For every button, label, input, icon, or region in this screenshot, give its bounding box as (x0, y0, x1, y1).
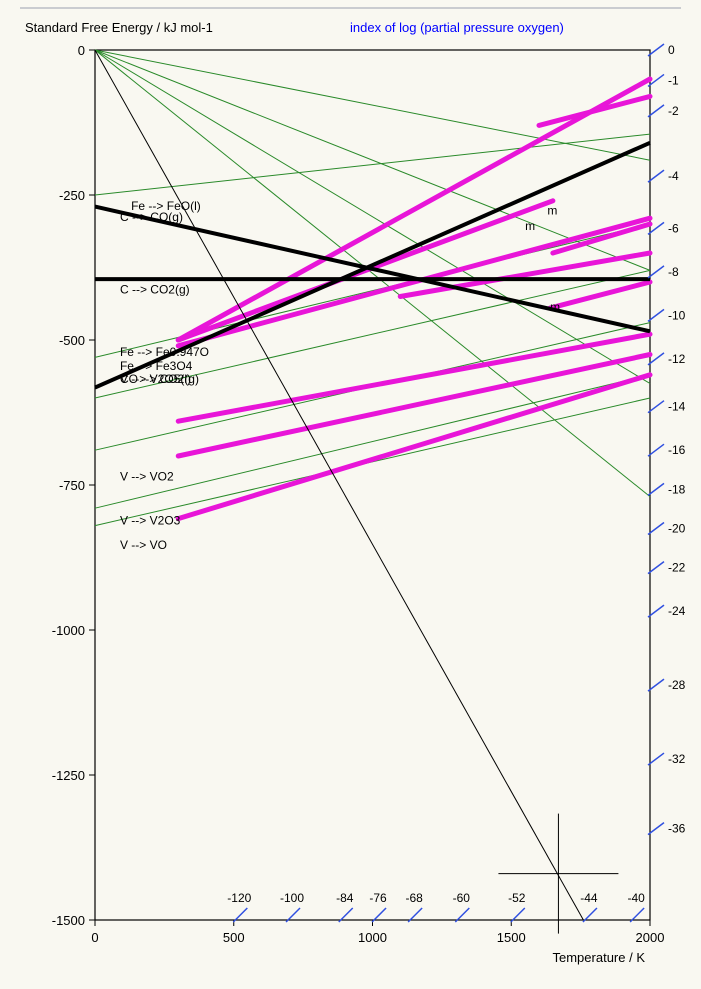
ellingham-diagram: Standard Free Energy / kJ mol-1 index of … (0, 0, 701, 989)
svg-text:-100: -100 (280, 891, 304, 905)
svg-text:-1000: -1000 (52, 623, 85, 638)
svg-text:-250: -250 (59, 188, 85, 203)
yaxis-title: Standard Free Energy / kJ mol-1 (25, 20, 213, 35)
svg-text:2000: 2000 (636, 930, 665, 945)
svg-text:-4: -4 (668, 169, 679, 183)
svg-text:C --> CO2(g): C --> CO2(g) (120, 283, 190, 297)
svg-text:V --> V2O5(l): V --> V2O5(l) (120, 372, 191, 386)
svg-text:-8: -8 (668, 265, 679, 279)
svg-text:m: m (525, 219, 535, 233)
svg-text:-60: -60 (453, 891, 471, 905)
svg-text:m: m (547, 204, 557, 218)
svg-text:C --> CO(g): C --> CO(g) (120, 210, 183, 224)
svg-text:-20: -20 (668, 522, 686, 536)
svg-text:Fe --> Fe0.947O: Fe --> Fe0.947O (120, 345, 209, 359)
chart-svg: Standard Free Energy / kJ mol-1 index of … (0, 0, 701, 989)
svg-text:-16: -16 (668, 443, 686, 457)
svg-text:m: m (550, 300, 560, 314)
svg-text:-36: -36 (668, 822, 686, 836)
svg-text:500: 500 (223, 930, 245, 945)
right-axis-title: index of log (partial pressure oxygen) (350, 20, 564, 35)
svg-text:0: 0 (78, 43, 85, 58)
svg-text:-10: -10 (668, 308, 686, 322)
svg-text:1500: 1500 (497, 930, 526, 945)
svg-text:-120: -120 (227, 891, 251, 905)
svg-text:-84: -84 (336, 891, 354, 905)
svg-text:-1250: -1250 (52, 768, 85, 783)
svg-text:0: 0 (91, 930, 98, 945)
svg-text:-1500: -1500 (52, 913, 85, 928)
svg-text:-14: -14 (668, 400, 686, 414)
svg-text:-32: -32 (668, 752, 686, 766)
svg-text:-28: -28 (668, 678, 686, 692)
svg-text:-76: -76 (369, 891, 387, 905)
svg-text:-22: -22 (668, 561, 686, 575)
svg-text:-12: -12 (668, 352, 686, 366)
svg-text:-18: -18 (668, 482, 686, 496)
svg-text:V --> VO: V --> VO (120, 538, 167, 552)
svg-text:-1: -1 (668, 73, 679, 87)
svg-text:0: 0 (668, 43, 675, 57)
svg-text:V --> V2O3: V --> V2O3 (120, 513, 181, 527)
svg-text:-44: -44 (580, 891, 598, 905)
svg-text:-40: -40 (627, 891, 645, 905)
svg-text:V --> VO2: V --> VO2 (120, 469, 174, 483)
svg-text:-24: -24 (668, 604, 686, 618)
svg-text:-6: -6 (668, 221, 679, 235)
svg-text:-52: -52 (508, 891, 526, 905)
svg-text:-750: -750 (59, 478, 85, 493)
svg-text:-2: -2 (668, 104, 679, 118)
svg-text:-500: -500 (59, 333, 85, 348)
xaxis-label: Temperature / K (553, 950, 646, 965)
svg-text:-68: -68 (405, 891, 423, 905)
svg-text:1000: 1000 (358, 930, 387, 945)
